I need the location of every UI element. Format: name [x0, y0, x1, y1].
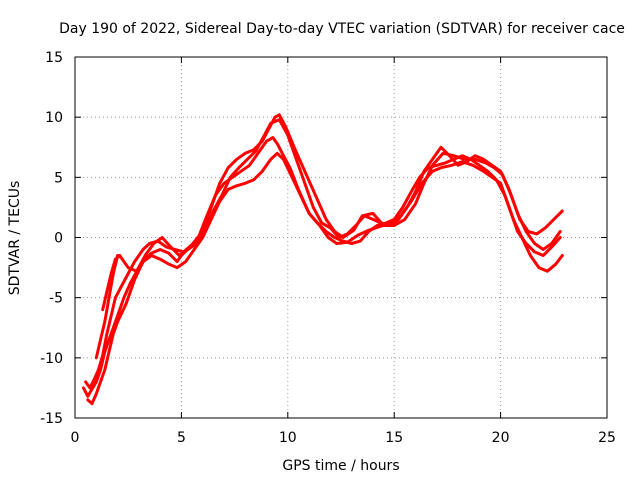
y-tick-labels: -15 -10 -5 0 5 10 15 [40, 50, 63, 427]
x-axis-label: GPS time / hours [282, 458, 399, 474]
x-tick-label: 25 [598, 430, 616, 446]
x-tick-label: 0 [71, 430, 80, 446]
y-tick-label: 15 [45, 50, 63, 66]
chart-title: Day 190 of 2022, Sidereal Day-to-day VTE… [59, 21, 625, 37]
y-tick-label: 0 [54, 231, 63, 247]
y-tick-label: -5 [49, 291, 63, 307]
y-tick-label: 5 [54, 170, 63, 186]
y-axis-label: SDTVAR / TECUs [7, 181, 23, 296]
series-line-trace-5 [94, 254, 120, 360]
series-line-trace-4 [101, 118, 562, 312]
series-line-trace-1 [82, 136, 562, 398]
series-group [82, 113, 564, 406]
y-tick-label: -15 [40, 411, 63, 427]
x-tick-label: 10 [279, 430, 297, 446]
series-line-trace-2 [84, 113, 564, 390]
x-tick-label: 20 [492, 430, 510, 446]
x-tick-label: 15 [385, 430, 403, 446]
x-tick-labels: 0 5 10 15 20 25 [71, 430, 616, 446]
y-tick-label: -10 [40, 351, 63, 367]
x-tick-label: 5 [177, 430, 186, 446]
tick-marks [74, 56, 608, 419]
y-tick-label: 10 [45, 110, 63, 126]
